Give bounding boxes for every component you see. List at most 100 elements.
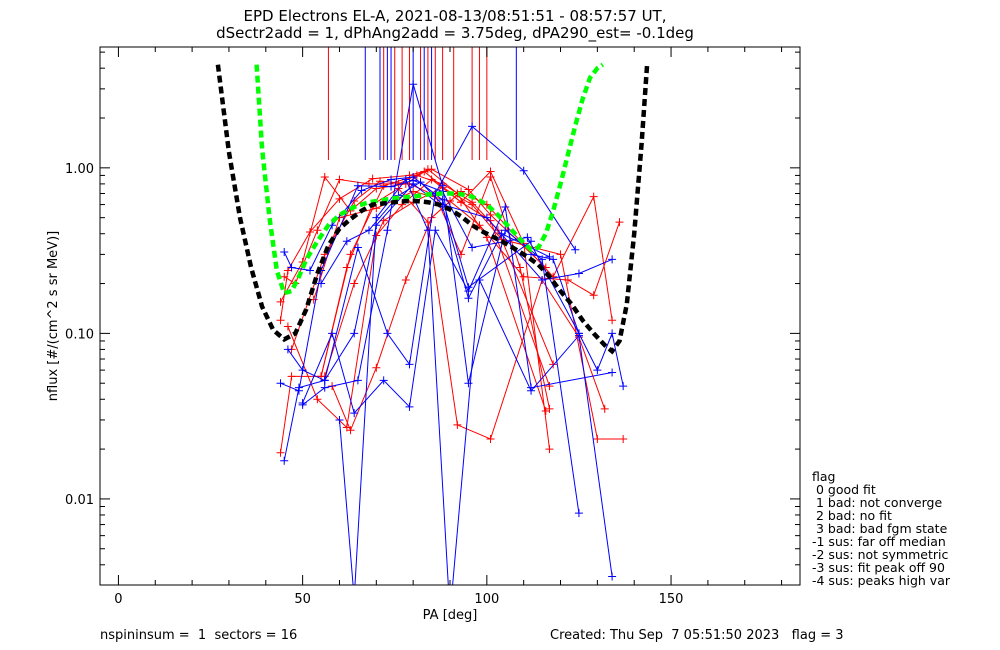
y-tick-label: 0.01 [65,493,94,508]
data-point [342,263,351,272]
data-point [283,322,292,331]
data-point [563,276,572,285]
data-point [464,287,473,296]
plot-area [215,47,650,585]
data-point [574,509,583,518]
series-line-fit-15 [302,84,580,514]
data-point [372,213,381,222]
data-point [464,379,473,388]
data-point [519,272,528,281]
data-point [464,185,473,194]
data-point [608,316,617,325]
data-point [538,276,547,285]
chart-title-line2: dSectr2add = 1, dPhAng2add = 3.75deg, dP… [216,24,694,43]
data-point [608,329,617,338]
data-point [328,329,337,338]
data-point [320,383,329,392]
legend-item: 1 bad: not converge [812,495,943,510]
data-point [431,226,440,235]
data-point [306,266,314,275]
data-point [276,297,285,306]
data-point [405,360,414,369]
x-tick-label: 150 [659,592,684,607]
data-point [468,200,477,209]
y-axis-label: nflux [#/(cm^2 s sr MeV)] [46,231,61,401]
legend-item: 2 bad: no fit [812,508,892,523]
legend-item: 0 good fit [812,482,876,497]
series-line-fit-16 [302,205,613,415]
data-point [379,181,388,190]
plot-frame [99,46,801,586]
data-point [353,243,362,252]
legend-item: 3 bad: bad fgm state [812,521,948,536]
axes: 0 50 100 150 0.01 0.10 1.00 [65,46,801,607]
data-point [427,175,436,184]
data-point [516,263,524,272]
data-point [475,276,484,285]
data-point [350,409,359,418]
data-point [464,294,473,303]
data-point [486,173,495,182]
data-point [287,263,296,272]
footer-left: nspininsum = 1 sectors = 16 [100,628,298,643]
data-point [379,376,388,385]
data-point [545,445,554,454]
data-point [280,272,289,281]
data-point [549,255,558,264]
data-point [615,218,624,227]
data-point [574,269,583,278]
data-point [372,204,381,213]
data-point [457,198,466,207]
series-line-fit-10 [313,190,620,300]
data-point [353,181,362,190]
data-point [335,415,344,424]
data-point [549,360,558,369]
series-line-fit-18 [339,178,613,585]
data-point [608,572,617,581]
data-point [280,248,289,257]
legend-title: flag [812,469,836,484]
x-tick-label: 100 [474,592,499,607]
data-point [298,398,307,407]
data-point [571,245,580,254]
y-tick-label: 1.00 [65,162,94,177]
footer-right: Created: Thu Sep 7 05:51:50 2023 flag = … [550,628,844,643]
data-point [486,435,495,444]
series-line-fit-11 [283,176,532,289]
data-point [423,165,432,174]
data-point [423,226,432,235]
series-line-fit-19 [530,253,624,387]
data-point [335,175,344,184]
data-point [294,383,303,392]
data-point [320,376,329,385]
data-point [405,402,414,411]
data-point [593,435,602,444]
data-point [468,243,477,252]
data-point [298,366,307,375]
data-point [589,192,598,201]
x-tick-label: 0 [114,592,122,607]
x-tick-label: 50 [294,592,311,607]
data-point [287,372,296,381]
chart-title-line1: EPD Electrons EL-A, 2021-08-13/08:51:51 … [244,7,667,25]
data-point [383,329,392,338]
data-point [387,182,396,191]
legend-item: -4 sus: peaks high var [812,573,951,588]
data-point [589,291,598,300]
legend-item: -1 sus: far off median [812,534,946,549]
data-point [468,122,477,131]
legend-item: -3 sus: fit peak off 90 [812,560,945,575]
data-point [453,420,462,429]
data-point [346,426,355,435]
data-point [541,406,550,415]
data-point [619,382,628,391]
data-point [383,226,392,235]
series-line-fit-2 [280,174,554,453]
data-point [372,363,381,372]
series-line-fit-7 [320,187,606,440]
data-point [368,174,377,183]
data-point [283,345,292,354]
data-point [350,279,359,288]
series-line-fit-9 [324,187,624,440]
